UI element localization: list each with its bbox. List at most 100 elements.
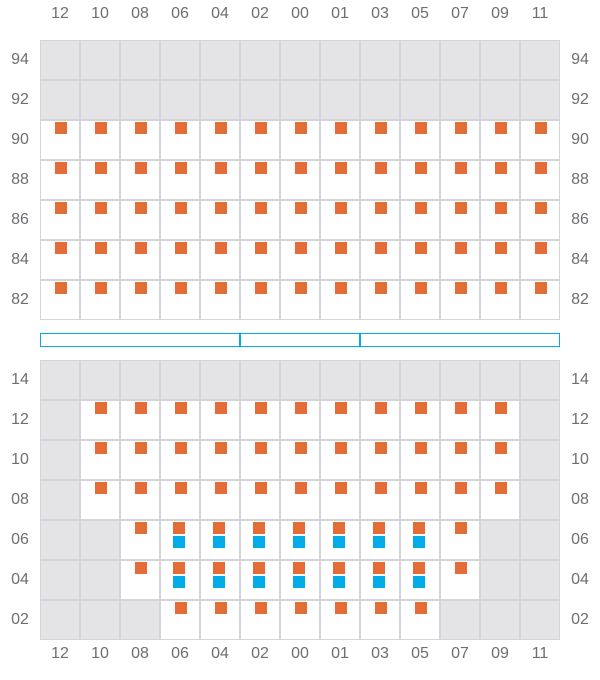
seat[interactable] [280, 440, 320, 480]
seat[interactable] [160, 560, 200, 600]
seat[interactable] [440, 520, 480, 560]
seat[interactable] [160, 160, 200, 200]
seat[interactable] [40, 240, 80, 280]
seat[interactable] [440, 560, 480, 600]
seat[interactable] [440, 280, 480, 320]
seat[interactable] [240, 160, 280, 200]
seat[interactable] [480, 480, 520, 520]
seat[interactable] [240, 280, 280, 320]
seat[interactable] [400, 400, 440, 440]
seat[interactable] [480, 280, 520, 320]
seat[interactable] [240, 560, 280, 600]
seat[interactable] [120, 120, 160, 160]
seat[interactable] [320, 280, 360, 320]
seat[interactable] [320, 600, 360, 640]
seat[interactable] [280, 200, 320, 240]
seat[interactable] [440, 480, 480, 520]
seat[interactable] [400, 120, 440, 160]
seat[interactable] [520, 280, 560, 320]
seat[interactable] [160, 440, 200, 480]
seat[interactable] [280, 120, 320, 160]
seat[interactable] [520, 160, 560, 200]
seat[interactable] [200, 400, 240, 440]
seat[interactable] [280, 160, 320, 200]
seat[interactable] [200, 520, 240, 560]
seat[interactable] [360, 120, 400, 160]
seat[interactable] [200, 560, 240, 600]
seat[interactable] [400, 200, 440, 240]
seat[interactable] [240, 480, 280, 520]
seat[interactable] [240, 600, 280, 640]
seat[interactable] [160, 240, 200, 280]
seat[interactable] [120, 520, 160, 560]
seat[interactable] [320, 160, 360, 200]
seat[interactable] [320, 240, 360, 280]
seat[interactable] [520, 200, 560, 240]
seat[interactable] [360, 280, 400, 320]
seat[interactable] [400, 440, 440, 480]
seat[interactable] [360, 600, 400, 640]
seat[interactable] [400, 600, 440, 640]
seat[interactable] [240, 200, 280, 240]
seat[interactable] [440, 160, 480, 200]
seat[interactable] [320, 520, 360, 560]
seat[interactable] [400, 160, 440, 200]
seat[interactable] [160, 520, 200, 560]
seat[interactable] [400, 520, 440, 560]
seat[interactable] [480, 120, 520, 160]
seat[interactable] [80, 240, 120, 280]
seat[interactable] [80, 280, 120, 320]
seat[interactable] [320, 480, 360, 520]
seat[interactable] [240, 120, 280, 160]
seat[interactable] [120, 280, 160, 320]
seat[interactable] [360, 520, 400, 560]
seat[interactable] [120, 440, 160, 480]
seat[interactable] [360, 480, 400, 520]
seat[interactable] [160, 480, 200, 520]
seat[interactable] [80, 480, 120, 520]
seat[interactable] [280, 280, 320, 320]
seat[interactable] [440, 440, 480, 480]
seat[interactable] [200, 480, 240, 520]
seat[interactable] [120, 240, 160, 280]
seat[interactable] [360, 160, 400, 200]
seat[interactable] [320, 440, 360, 480]
seat[interactable] [280, 600, 320, 640]
seat[interactable] [320, 560, 360, 600]
seat[interactable] [360, 240, 400, 280]
seat[interactable] [440, 120, 480, 160]
seat[interactable] [200, 240, 240, 280]
seat[interactable] [200, 600, 240, 640]
seat[interactable] [120, 200, 160, 240]
seat[interactable] [200, 440, 240, 480]
seat[interactable] [280, 400, 320, 440]
seat[interactable] [480, 200, 520, 240]
seat[interactable] [160, 200, 200, 240]
seat[interactable] [120, 560, 160, 600]
seat[interactable] [280, 480, 320, 520]
seat[interactable] [80, 440, 120, 480]
seat[interactable] [120, 160, 160, 200]
seat[interactable] [400, 280, 440, 320]
seat[interactable] [240, 400, 280, 440]
seat[interactable] [360, 200, 400, 240]
seat[interactable] [160, 120, 200, 160]
seat[interactable] [480, 440, 520, 480]
seat[interactable] [120, 400, 160, 440]
seat[interactable] [240, 440, 280, 480]
seat[interactable] [280, 240, 320, 280]
seat[interactable] [320, 200, 360, 240]
seat[interactable] [440, 400, 480, 440]
seat[interactable] [360, 560, 400, 600]
seat[interactable] [520, 240, 560, 280]
seat[interactable] [480, 400, 520, 440]
seat[interactable] [520, 120, 560, 160]
seat[interactable] [240, 520, 280, 560]
seat[interactable] [400, 480, 440, 520]
seat[interactable] [40, 280, 80, 320]
seat[interactable] [80, 400, 120, 440]
seat[interactable] [40, 120, 80, 160]
seat[interactable] [320, 120, 360, 160]
seat[interactable] [40, 160, 80, 200]
seat[interactable] [360, 440, 400, 480]
